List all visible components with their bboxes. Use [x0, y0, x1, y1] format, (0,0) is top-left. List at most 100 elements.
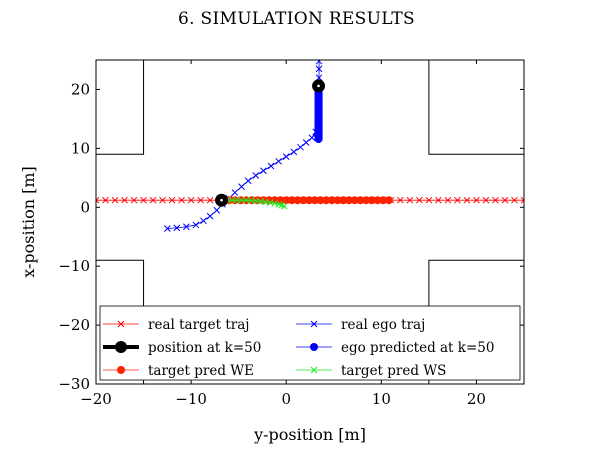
data-point-real-target-traj: [454, 196, 461, 204]
data-point-real-target-traj: [511, 196, 518, 204]
data-point-real-ego-traj: [297, 143, 304, 151]
data-point-real-ego-traj: [183, 223, 190, 231]
legend-entry-target-pred-we: target pred WE: [103, 363, 254, 379]
x-tick-label: −10: [175, 390, 207, 408]
road-boundary-1: [96, 60, 145, 155]
data-point-target-pred-we: [299, 196, 308, 205]
data-point-target-pred-we: [333, 196, 342, 205]
legend-marker: [117, 320, 125, 328]
data-point-real-target-traj: [197, 196, 204, 204]
data-series: [96, 60, 524, 232]
y-tick-label: 10: [71, 139, 90, 157]
data-point-target-pred-ws: [238, 196, 245, 204]
data-point-real-target-traj: [492, 196, 499, 204]
x-tick-label: 10: [372, 390, 391, 408]
data-point-target-pred-we: [293, 196, 302, 205]
data-point-target-pred-we: [373, 196, 382, 205]
data-point-real-target-traj: [149, 196, 157, 204]
data-point-real-ego-traj: [267, 162, 275, 170]
road-boundary-2: [428, 60, 524, 155]
data-point-real-target-traj: [463, 196, 471, 204]
legend-label: real target traj: [148, 317, 250, 333]
legend-entry-real-ego-traj: real ego traj: [296, 317, 425, 333]
data-point-target-pred-we: [322, 196, 331, 205]
data-point-real-ego-traj: [200, 217, 207, 225]
data-point-real-ego-traj: [315, 65, 323, 73]
y-tick-label: −20: [58, 316, 90, 334]
legend-entry-ego-predicted-at-k-50: ego predicted at k=50: [296, 340, 494, 356]
y-tick-label: 20: [71, 80, 90, 98]
data-point-real-target-traj: [111, 196, 119, 204]
data-point-real-ego-traj: [252, 172, 260, 179]
data-point-target-pred-we: [362, 196, 371, 205]
legend-label: target pred WE: [148, 363, 254, 379]
legend-marker: [310, 320, 318, 328]
legend-entry-position-at-k-50: position at k=50: [103, 340, 261, 356]
legend-box: [99, 305, 521, 381]
y-axis-label: x-position [m]: [19, 166, 38, 278]
x-tick-label: 20: [467, 390, 486, 408]
data-point-real-target-traj: [416, 196, 423, 204]
data-point-target-pred-we: [287, 196, 296, 205]
data-point-real-ego-traj: [206, 212, 214, 220]
legend-marker: [117, 366, 125, 374]
data-point-real-ego-traj: [163, 225, 171, 232]
plot-frame: [95, 59, 525, 385]
data-point-real-target-traj: [501, 196, 509, 204]
data-point-real-target-traj: [140, 196, 147, 204]
data-point-real-ego-traj: [192, 221, 200, 229]
legend-label: position at k=50: [148, 340, 261, 356]
data-point-real-ego-traj: [260, 167, 267, 175]
legend-marker: [310, 343, 318, 351]
data-point-target-pred-we: [305, 196, 314, 205]
data-point-real-target-traj: [178, 196, 185, 204]
data-point-real-ego-traj: [231, 189, 239, 196]
data-point-real-target-traj: [102, 196, 109, 204]
data-point-real-ego-traj: [244, 177, 252, 185]
data-point-target-pred-we: [327, 196, 336, 205]
data-point-real-ego-traj: [282, 153, 290, 160]
data-point-target-pred-ws: [280, 202, 288, 210]
data-point-real-target-traj: [159, 196, 166, 204]
legend-label: target pred WS: [341, 363, 446, 379]
data-point-real-target-traj: [425, 196, 433, 204]
legend: real target traj real ego traj position at…: [99, 305, 521, 381]
data-point-target-pred-we: [384, 196, 393, 205]
legend-marker: [115, 341, 127, 353]
legend-entry-real-target-traj: real target traj: [103, 317, 250, 333]
x-tick-label: 0: [281, 390, 291, 408]
data-point-real-target-traj: [187, 196, 195, 204]
data-point-target-pred-we: [350, 196, 359, 205]
data-point-target-pred-we: [379, 196, 388, 205]
data-point-target-pred-we: [339, 196, 348, 205]
data-point-real-target-traj: [444, 196, 452, 204]
data-point-real-target-traj: [397, 196, 404, 204]
data-point-real-target-traj: [482, 196, 490, 204]
data-point-center: [220, 198, 223, 202]
data-point-target-pred-we: [356, 196, 365, 205]
data-point-real-ego-traj: [213, 206, 221, 214]
data-point-real-target-traj: [96, 196, 100, 204]
y-tick-label: −30: [58, 375, 90, 393]
x-axis-label: y-position [m]: [253, 425, 366, 444]
data-point-real-target-traj: [406, 196, 414, 204]
legend-label: real ego traj: [341, 317, 425, 333]
data-point-target-pred-we: [344, 196, 353, 205]
data-point-real-target-traj: [130, 196, 138, 204]
data-point-real-ego-traj: [315, 60, 323, 65]
data-point-target-pred-we: [310, 196, 319, 205]
data-point-real-ego-traj: [308, 134, 316, 142]
data-point-real-target-traj: [473, 196, 480, 204]
legend-entry-target-pred-ws: target pred WS: [296, 363, 446, 379]
data-point-real-ego-traj: [275, 157, 282, 165]
data-point-real-ego-traj: [302, 139, 310, 146]
data-point-real-target-traj: [520, 196, 524, 204]
data-point-real-target-traj: [435, 196, 442, 204]
data-point-target-pred-we: [367, 196, 376, 205]
data-point-real-target-traj: [121, 196, 128, 204]
data-point-target-pred-ws: [233, 196, 241, 204]
data-point-target-pred-ws: [228, 196, 236, 204]
data-point-center: [317, 84, 320, 88]
